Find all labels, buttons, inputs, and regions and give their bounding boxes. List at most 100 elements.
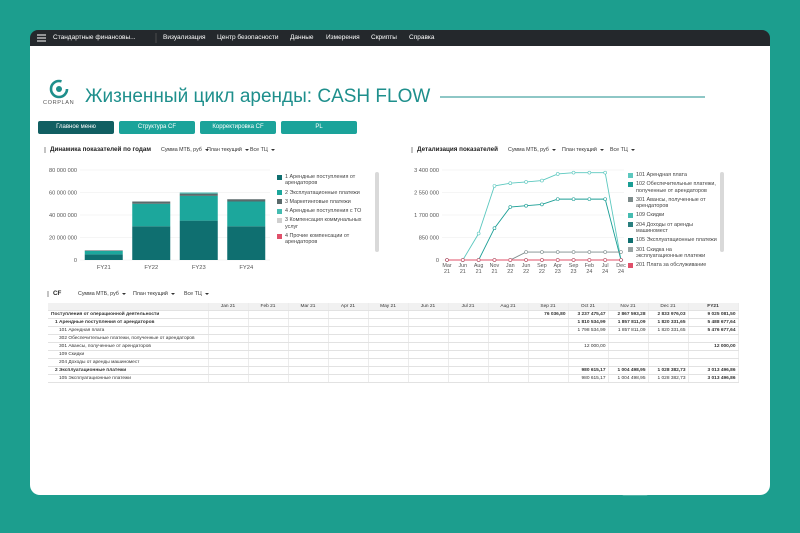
table-cell (248, 350, 289, 359)
nav-item[interactable]: Визуализация (163, 34, 206, 41)
legend-item: 204 Доходы от аренды машиномест (628, 222, 718, 235)
table-row: 204 Доходы от аренды машиномест (48, 358, 739, 367)
table-row: 101 Арендная плата 1 798 534,99 1 857 811,… (48, 326, 739, 335)
table-cell (288, 334, 329, 343)
point-marker (508, 181, 513, 186)
filter-dropdown[interactable]: План текущий (207, 147, 249, 153)
x-tick-label: Sep 22 (537, 263, 547, 275)
point-marker (476, 258, 481, 262)
point-marker (587, 250, 592, 254)
table-cell (328, 334, 369, 343)
legend-item: 102 Обеспечительные платежи, полученные … (628, 181, 718, 194)
table-cell (448, 366, 489, 375)
table-row: Поступления от операционной деятельности… (48, 310, 739, 319)
point-marker (571, 170, 576, 175)
table-cell (368, 358, 409, 367)
filter-dropdown[interactable]: План текущий (562, 147, 604, 153)
point-marker (524, 258, 528, 262)
x-tick-label: Apr 23 (553, 263, 562, 275)
table-cell (528, 350, 569, 359)
nav-item[interactable]: Измерения (326, 34, 360, 41)
series-line (447, 172, 622, 261)
panel-menu-icons[interactable] (44, 147, 413, 297)
filter-dropdown[interactable]: Сумма МТБ, руб (78, 291, 126, 297)
watermark: ПАРТНЕРКИН (656, 480, 755, 494)
table-row: 302 Обеспечительные платежи, полученные … (48, 334, 739, 343)
table-cell (328, 318, 369, 327)
point-marker (508, 258, 513, 262)
nav-item[interactable]: Данные (290, 34, 314, 41)
scrollbar[interactable] (375, 172, 379, 252)
legend-swatch (277, 208, 282, 214)
table-cell (408, 342, 449, 351)
table-cell (488, 310, 529, 319)
header-row: Jan 21 Feb 21 Mar 21 Apr 21 May 21 Jun 21 Jul … (48, 303, 739, 311)
nav-item[interactable]: Центр безопасности (217, 34, 279, 41)
table-cell: 76 036,80 (528, 310, 569, 319)
bar-segment (179, 192, 218, 194)
nav-button[interactable]: Структура CF (119, 121, 195, 134)
legend-label: 102 Обеспечительные платежи, полученные … (636, 181, 716, 194)
table-cell (248, 374, 289, 383)
table-cell (448, 350, 489, 359)
header-cell: Sep 21 (528, 303, 569, 311)
point-marker (619, 258, 623, 262)
row-label: 2 Эксплуатационные платежи (48, 366, 209, 375)
legend-item: 1 Арендные поступления от арендаторов (277, 174, 369, 187)
nav-button[interactable]: PL (281, 121, 357, 134)
legend-swatch (628, 237, 633, 243)
nav-button[interactable]: Корректировка CF (200, 121, 276, 134)
legend-label: 301 Скидка на эксплуатационные платежи (636, 246, 706, 259)
table-cell (208, 358, 249, 367)
legend-swatch (277, 218, 282, 224)
point-marker (540, 178, 544, 183)
table-cell (488, 334, 529, 343)
point-marker (571, 258, 576, 262)
point-marker (555, 250, 560, 254)
table-cell (408, 366, 449, 375)
x-tick-label: Jul 24 (601, 263, 609, 275)
table-cell (528, 326, 569, 335)
table-cell (408, 334, 449, 343)
row-label: 105 Эксплуатационные платежи (48, 374, 209, 383)
bar-segment (179, 195, 218, 221)
nav-button[interactable]: Главное меню (38, 121, 114, 134)
table-cell (368, 326, 409, 335)
nav-item[interactable]: Стандартные финансовы... (53, 34, 136, 41)
table-cell: 1 810 534,99 (568, 318, 609, 327)
nav-item[interactable]: Скрипты (371, 34, 397, 41)
table-cell (648, 350, 689, 359)
header-cell: Jul 21 (448, 303, 489, 311)
panel-title: Детализация показателей (417, 146, 498, 153)
legend-label: 109 Скидки (636, 212, 665, 219)
menu-icon[interactable] (37, 34, 46, 42)
table-cell: 5 476 677,64 (688, 326, 739, 335)
filter-dropdown[interactable]: Все ТЦ (184, 291, 209, 297)
table-cell (208, 366, 249, 375)
filter-dropdown[interactable]: Все ТЦ (610, 147, 635, 153)
table-cell (288, 318, 329, 327)
x-tick-label: Jun 22 (521, 263, 531, 275)
table-cell (528, 334, 569, 343)
table-cell (208, 310, 249, 319)
point-marker (571, 250, 576, 254)
legend-item: 2 Эксплуатационные платежи (277, 190, 369, 196)
filter-dropdown[interactable]: План текущий (133, 291, 175, 297)
nav-item[interactable]: Справка (409, 34, 435, 41)
point-marker (587, 258, 592, 262)
filter-dropdown[interactable]: Сумма МТБ, руб (161, 147, 209, 153)
point-marker (555, 258, 560, 262)
point-marker (603, 250, 607, 254)
legend-item: 301 Авансы, полученные от арендаторов (628, 197, 718, 210)
legend: 1 Арендные поступления от арендаторов 2 Э… (277, 174, 369, 246)
table-cell: 1 820 331,65 (648, 318, 689, 327)
point-marker (603, 197, 607, 201)
bar-segment (84, 251, 123, 255)
table-cell (328, 358, 369, 367)
point-marker (524, 250, 528, 254)
filter-dropdown[interactable]: Сумма МТБ, руб (508, 147, 556, 153)
x-tick-label: Mar 21 (442, 263, 452, 275)
filter-dropdown[interactable]: Все ТЦ (250, 147, 275, 153)
table-cell (528, 374, 569, 383)
scrollbar[interactable] (720, 172, 724, 252)
